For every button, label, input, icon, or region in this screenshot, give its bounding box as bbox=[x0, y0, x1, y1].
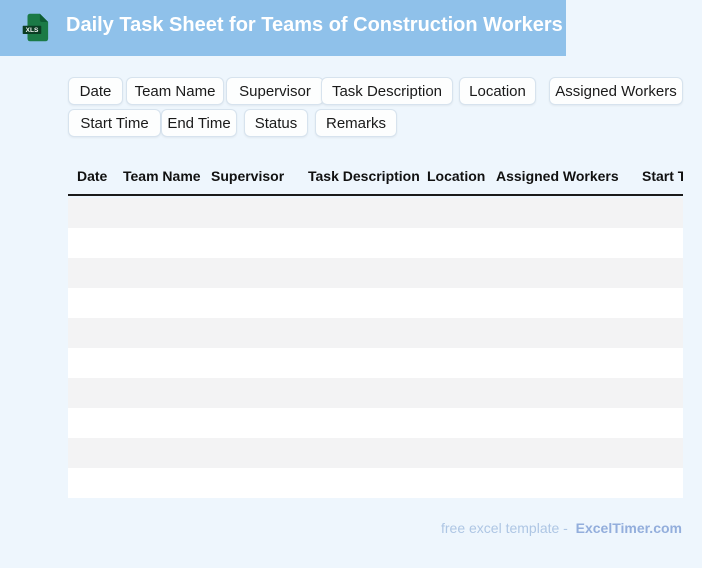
svg-text:XLS: XLS bbox=[26, 27, 39, 34]
